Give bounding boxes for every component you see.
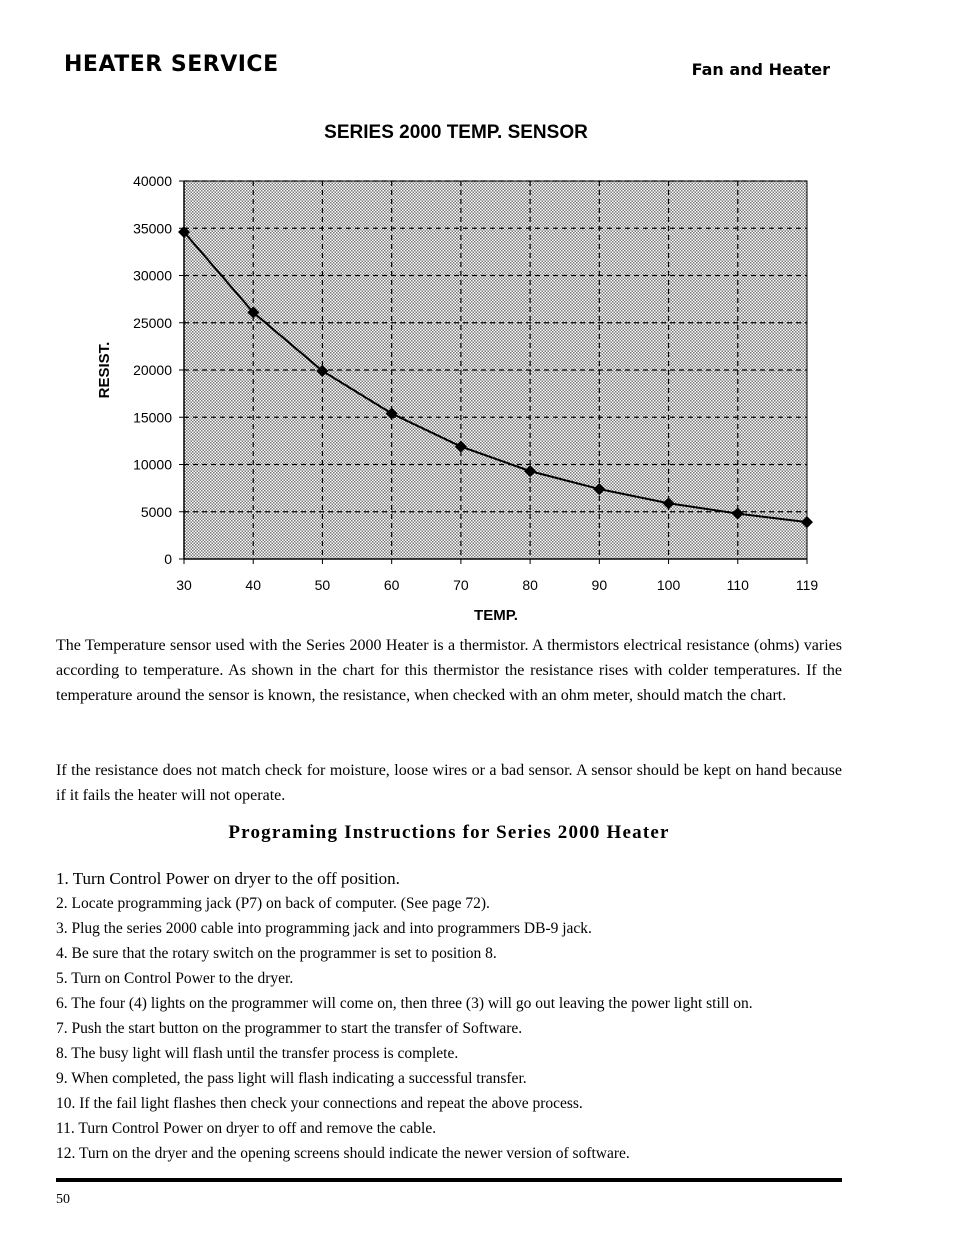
instruction-step: 3. Plug the series 2000 cable into progr… [56,920,592,937]
data-point-marker [178,226,190,239]
data-point-marker [662,497,675,510]
instructions-title: Programing Instructions for Series 2000 … [228,822,670,843]
x-tick-label: 40 [245,577,261,593]
instruction-step: 4. Be sure that the rotary switch on the… [56,945,497,962]
x-tick-label: 50 [315,577,331,593]
y-axis-label: RESIST. [96,342,113,399]
data-point-marker [385,407,398,420]
instruction-step: 6. The four (4) lights on the programmer… [56,995,753,1012]
y-tick-label: 25000 [133,315,172,331]
y-tick-label: 5000 [141,504,172,520]
instruction-step: 12. Turn on the dryer and the opening sc… [56,1145,630,1162]
y-axis-ticks: 0 5000 10000 15000 20000 25000 30000 35000 40000 [133,173,184,567]
section-title: HEATER SERVICE [64,52,279,77]
x-tick-label: 70 [453,577,469,593]
y-tick-label: 10000 [133,457,172,473]
sensor-description-paragraph: The Temperature sensor used with the Ser… [56,637,842,704]
instruction-step: 8. The busy light will flash until the t… [56,1045,459,1062]
x-tick-label: 119 [796,577,819,593]
instruction-step: 7. Push the start button on the programm… [56,1020,523,1037]
y-tick-label: 35000 [133,220,172,236]
data-point-marker [524,465,537,478]
y-tick-label: 30000 [133,268,172,284]
instruction-step: 1. Turn Control Power on dryer to the of… [56,869,400,888]
y-tick-label: 0 [164,551,172,567]
series-line [183,231,808,524]
data-point-marker [801,516,813,529]
data-point-marker [247,306,260,319]
temperature-resistance-chart: SERIES 2000 TEMP. SENSOR 0 5000 10000 15000… [96,122,818,624]
x-tick-label: 90 [592,577,608,593]
troubleshooting-paragraph: If the resistance does not match check f… [56,762,842,804]
y-tick-label: 15000 [133,409,172,425]
subsection-title: Fan and Heater [691,60,830,79]
chart-title: SERIES 2000 TEMP. SENSOR [324,122,588,143]
x-tick-label: 110 [727,577,750,593]
page-number: 50 [56,1192,70,1207]
x-tick-label: 100 [657,577,681,593]
instruction-step: 9. When completed, the pass light will f… [56,1070,527,1087]
x-tick-label: 30 [176,577,192,593]
data-points [178,226,813,529]
instruction-step: 11. Turn Control Power on dryer to off a… [56,1120,437,1137]
data-point-marker [454,440,467,453]
footer-rule [56,1178,842,1182]
instruction-step: 2. Locate programming jack (P7) on back … [56,895,490,912]
x-axis-label: TEMP. [474,607,518,624]
x-tick-label: 60 [384,577,400,593]
instruction-step: 10. If the fail light flashes then check… [56,1095,583,1112]
x-tick-label: 80 [522,577,538,593]
data-point-marker [593,483,606,496]
data-point-marker [731,507,744,520]
x-axis-ticks: 30 40 50 60 70 80 90 100 110 119 [176,559,818,593]
gridlines [184,180,807,559]
instruction-step: 5. Turn on Control Power to the dryer. [56,970,294,987]
instruction-steps: 1. Turn Control Power on dryer to the of… [56,866,856,1166]
data-point-marker [316,364,329,377]
y-tick-label: 40000 [133,173,172,189]
y-tick-label: 20000 [133,362,172,378]
